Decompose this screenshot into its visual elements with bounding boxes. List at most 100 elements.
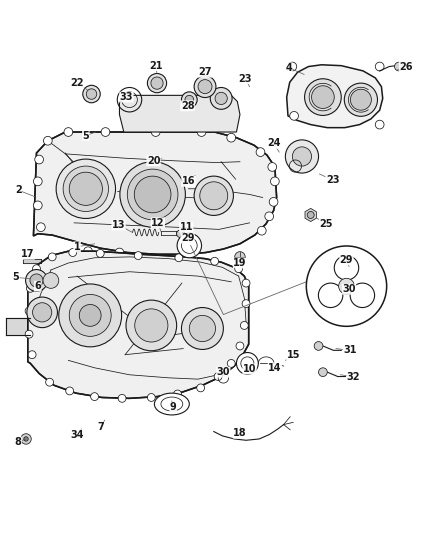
Text: 9: 9: [170, 402, 177, 412]
Circle shape: [235, 265, 243, 272]
Circle shape: [177, 230, 184, 238]
Circle shape: [69, 294, 111, 336]
Polygon shape: [28, 251, 249, 398]
Text: 23: 23: [326, 175, 339, 185]
Text: 17: 17: [21, 249, 35, 259]
Circle shape: [56, 159, 116, 219]
Circle shape: [256, 148, 265, 157]
Circle shape: [339, 278, 354, 294]
Circle shape: [26, 285, 34, 292]
Circle shape: [84, 247, 92, 256]
Text: 11: 11: [180, 222, 193, 232]
Circle shape: [344, 83, 378, 116]
Circle shape: [181, 308, 223, 350]
Circle shape: [83, 85, 100, 103]
Circle shape: [288, 62, 297, 71]
Text: 34: 34: [71, 430, 84, 440]
Circle shape: [33, 177, 42, 185]
Circle shape: [36, 223, 45, 231]
Text: 23: 23: [238, 74, 252, 84]
Circle shape: [43, 272, 59, 288]
Circle shape: [59, 284, 122, 347]
Circle shape: [151, 128, 160, 136]
Circle shape: [307, 212, 314, 219]
Circle shape: [194, 76, 216, 98]
Circle shape: [118, 394, 126, 402]
Circle shape: [43, 136, 52, 145]
Circle shape: [375, 120, 384, 129]
Circle shape: [25, 307, 33, 315]
Text: 8: 8: [15, 437, 21, 447]
Circle shape: [175, 254, 183, 262]
Circle shape: [211, 257, 219, 265]
Ellipse shape: [161, 397, 183, 411]
Circle shape: [197, 384, 205, 392]
Circle shape: [48, 253, 56, 261]
Circle shape: [148, 393, 155, 401]
Circle shape: [177, 233, 201, 258]
Text: 7: 7: [98, 422, 105, 432]
Text: 2: 2: [15, 185, 21, 195]
Circle shape: [236, 342, 244, 350]
Text: 6: 6: [35, 281, 41, 291]
Circle shape: [242, 300, 250, 308]
Circle shape: [24, 437, 28, 441]
Circle shape: [96, 249, 104, 257]
Text: 15: 15: [286, 350, 300, 360]
Circle shape: [268, 163, 277, 171]
Circle shape: [134, 252, 142, 260]
Text: 22: 22: [71, 78, 84, 88]
Circle shape: [189, 316, 215, 342]
Circle shape: [197, 128, 206, 136]
Circle shape: [227, 133, 236, 142]
Circle shape: [46, 378, 53, 386]
Circle shape: [181, 238, 197, 253]
Circle shape: [210, 87, 232, 109]
Circle shape: [314, 342, 323, 350]
Circle shape: [194, 176, 233, 215]
Circle shape: [28, 351, 36, 359]
Text: 14: 14: [268, 363, 282, 373]
Circle shape: [27, 297, 57, 328]
Circle shape: [269, 198, 278, 206]
Circle shape: [66, 387, 74, 395]
Circle shape: [32, 265, 40, 272]
Circle shape: [235, 252, 245, 262]
Text: 12: 12: [151, 218, 165, 228]
Text: 29: 29: [181, 233, 194, 243]
Text: 30: 30: [343, 284, 356, 294]
Text: 19: 19: [233, 258, 247, 268]
Text: 13: 13: [112, 220, 125, 230]
Circle shape: [214, 373, 222, 381]
Circle shape: [227, 359, 235, 367]
Circle shape: [25, 330, 33, 338]
Circle shape: [69, 172, 102, 205]
Circle shape: [311, 86, 334, 108]
Circle shape: [148, 74, 166, 93]
Polygon shape: [33, 132, 277, 254]
Circle shape: [35, 155, 43, 164]
Circle shape: [198, 79, 212, 94]
Text: 26: 26: [399, 61, 413, 71]
Text: 5: 5: [82, 131, 89, 141]
Text: 24: 24: [267, 139, 280, 148]
Circle shape: [101, 128, 110, 136]
Circle shape: [258, 227, 266, 235]
Circle shape: [375, 62, 384, 71]
Circle shape: [200, 182, 228, 210]
Circle shape: [33, 201, 42, 210]
Circle shape: [69, 248, 77, 256]
Polygon shape: [287, 65, 383, 128]
Text: 16: 16: [182, 176, 195, 187]
Circle shape: [63, 166, 109, 212]
Circle shape: [127, 169, 178, 220]
Text: 21: 21: [149, 61, 162, 71]
Text: 27: 27: [198, 67, 212, 77]
Circle shape: [25, 270, 47, 292]
Circle shape: [240, 321, 248, 329]
Circle shape: [271, 177, 279, 185]
Text: 25: 25: [319, 219, 333, 229]
Text: 4: 4: [286, 63, 292, 73]
Polygon shape: [120, 95, 240, 132]
Circle shape: [21, 434, 31, 444]
